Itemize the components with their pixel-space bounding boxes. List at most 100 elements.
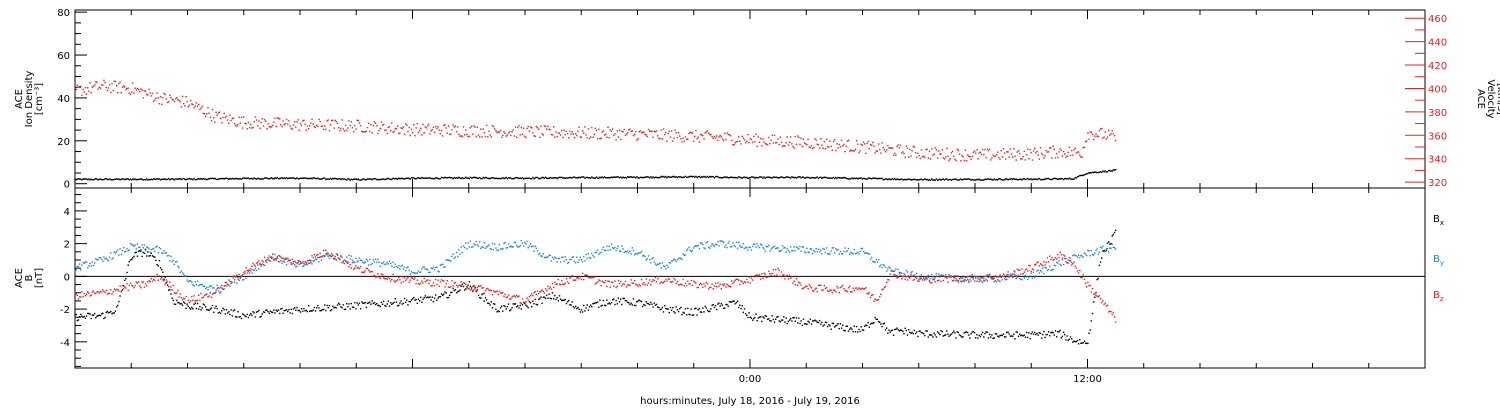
data-point xyxy=(139,250,141,252)
data-point xyxy=(1096,248,1098,250)
data-point xyxy=(645,301,647,303)
data-point xyxy=(311,310,313,312)
data-point xyxy=(691,132,694,134)
data-point xyxy=(398,265,400,267)
data-point xyxy=(823,176,825,178)
data-point xyxy=(244,122,246,124)
data-point xyxy=(115,306,118,308)
panel-frame-top xyxy=(74,9,1426,189)
data-point xyxy=(522,245,525,247)
data-point xyxy=(1112,169,1114,171)
data-point xyxy=(231,281,233,283)
data-point xyxy=(291,128,294,130)
data-point xyxy=(588,256,591,259)
data-point xyxy=(1069,260,1072,262)
data-point xyxy=(260,265,262,267)
data-point xyxy=(808,283,810,286)
data-point xyxy=(961,154,963,157)
data-point xyxy=(524,301,526,304)
data-point xyxy=(792,176,794,178)
data-point xyxy=(1105,249,1108,252)
data-point xyxy=(189,99,192,102)
data-point xyxy=(268,126,270,128)
data-point xyxy=(636,139,638,141)
data-point xyxy=(189,280,192,282)
data-point xyxy=(475,290,477,293)
data-point xyxy=(400,300,402,302)
data-point xyxy=(717,241,719,243)
data-point xyxy=(268,255,270,257)
data-point xyxy=(940,330,942,332)
data-point xyxy=(87,87,89,89)
data-point xyxy=(879,148,881,151)
data-point xyxy=(600,137,602,139)
data-point xyxy=(911,270,913,273)
data-point xyxy=(194,179,196,181)
data-point xyxy=(274,253,276,256)
data-point xyxy=(602,299,605,302)
data-point xyxy=(113,288,115,290)
data-point xyxy=(262,261,265,263)
data-point xyxy=(1058,330,1060,333)
data-point xyxy=(282,312,284,314)
data-point xyxy=(718,285,720,287)
data-point xyxy=(292,260,295,263)
data-point xyxy=(430,267,432,269)
data-point xyxy=(510,245,512,247)
data-point xyxy=(992,277,994,279)
data-point xyxy=(655,281,658,283)
data-point xyxy=(194,105,196,107)
data-point xyxy=(973,179,976,181)
data-point xyxy=(831,177,833,179)
data-point xyxy=(464,289,466,291)
data-point xyxy=(369,258,371,260)
data-point xyxy=(862,177,865,180)
data-point xyxy=(324,255,326,257)
data-point xyxy=(172,284,174,287)
data-point xyxy=(376,125,378,127)
data-point xyxy=(647,176,650,178)
data-point xyxy=(911,150,913,152)
data-point xyxy=(202,285,204,288)
data-point xyxy=(755,274,757,277)
data-point xyxy=(261,313,263,315)
data-point xyxy=(1030,333,1032,335)
data-point xyxy=(721,304,724,306)
data-point xyxy=(98,86,100,88)
data-point xyxy=(543,296,546,298)
data-point xyxy=(335,120,337,123)
data-point xyxy=(731,139,733,142)
data-point xyxy=(254,178,257,180)
data-point xyxy=(929,334,932,336)
data-point xyxy=(554,177,556,179)
data-point xyxy=(124,86,126,88)
data-point xyxy=(970,276,972,278)
data-point xyxy=(429,133,431,135)
data-point xyxy=(783,247,785,249)
data-point xyxy=(228,178,230,180)
data-point xyxy=(362,271,364,273)
data-point xyxy=(684,136,687,138)
data-point xyxy=(1032,178,1035,180)
data-point xyxy=(929,158,932,160)
data-point xyxy=(800,320,802,322)
data-point xyxy=(766,144,769,146)
data-point xyxy=(979,335,981,338)
data-point xyxy=(143,178,146,181)
data-point xyxy=(929,179,932,181)
data-point xyxy=(779,275,781,277)
data-point xyxy=(87,291,89,293)
data-point xyxy=(1082,256,1084,258)
data-point xyxy=(581,272,584,275)
data-point xyxy=(659,137,661,140)
data-point xyxy=(213,292,215,294)
data-point xyxy=(876,318,879,320)
data-point xyxy=(176,178,178,180)
data-point xyxy=(661,262,664,264)
data-point xyxy=(196,299,199,301)
data-point xyxy=(296,306,298,309)
data-point xyxy=(259,316,261,318)
data-point xyxy=(571,301,573,303)
data-point xyxy=(163,178,165,180)
data-point xyxy=(783,274,785,276)
